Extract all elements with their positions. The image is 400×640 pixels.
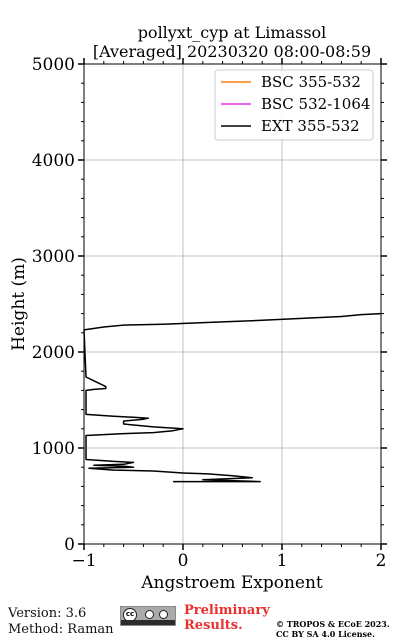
x-tick-label-2: 1 — [277, 551, 288, 571]
chart-title: pollyxt_cyp at Limassol — [138, 23, 327, 42]
method-label: Method: Raman — [8, 622, 114, 637]
y-tick-label-2: 2000 — [32, 343, 75, 363]
y-tick-label-0: 0 — [64, 535, 75, 555]
legend-label-2: EXT 355-532 — [261, 117, 360, 135]
preliminary-label: Preliminary Results. — [184, 603, 270, 633]
plot-frame — [83, 63, 382, 545]
x-tick-label-0: −1 — [71, 551, 96, 571]
x-axis-label: Angstroem Exponent — [140, 573, 323, 593]
legend-label-0: BSC 355-532 — [261, 73, 361, 91]
y-tick-label-5: 5000 — [32, 55, 75, 75]
sa-icon — [159, 610, 168, 619]
y-tick-label-4: 4000 — [32, 151, 75, 171]
series-line-2 — [83, 312, 382, 483]
copyright-notice: © TROPOS & ECoE 2023. CC BY SA 4.0 Licen… — [276, 619, 390, 639]
version-label: Version: 3.6 — [8, 606, 87, 621]
legend-label-1: BSC 532-1064 — [261, 95, 370, 113]
copyright-line-1: © TROPOS & ECoE 2023. — [276, 619, 390, 629]
copyright-line-2: CC BY SA 4.0 License. — [276, 629, 375, 639]
y-tick-label-3: 3000 — [32, 247, 75, 267]
by-icon — [145, 610, 154, 619]
cc-license-badge: cc — [120, 606, 176, 626]
license-bar — [121, 620, 175, 625]
x-tick-label-1: 0 — [178, 551, 189, 571]
y-tick-label-1: 1000 — [32, 439, 75, 459]
chart-subtitle: [Averaged] 20230320 08:00-08:59 — [93, 42, 371, 61]
preliminary-line-2: Results. — [184, 618, 243, 633]
preliminary-line-1: Preliminary — [184, 603, 270, 618]
legend-box — [214, 69, 374, 141]
y-axis-label: Height (m) — [9, 257, 29, 351]
x-tick-label-3: 2 — [376, 551, 387, 571]
